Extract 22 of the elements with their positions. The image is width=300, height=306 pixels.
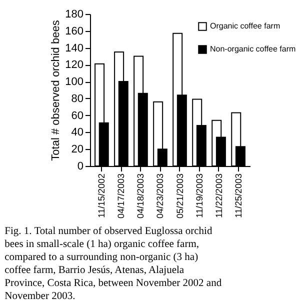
x-tick-label: 11/22/2003 [214,174,224,218]
legend-label: Non-organic coffee farm [210,44,296,54]
y-tick-label: 140 [65,42,84,54]
x-tick-label: 11/15/2002 [96,174,107,218]
y-tick-label: 120 [65,59,84,72]
x-tick-label: 04/23/2003 [155,174,166,219]
caption: Fig. 1. Total number of observed Euglossa orchid bees in small-scale (1 ha) organic coffee farm, compared to a surrounding non-organic (3 ha) coffee farm, Barrio Jesús, Atenas, Alajuela Province, Costa Rica, between November 2002 and November 2003. [4,226,222,302]
y-tick-label: 180 [65,8,84,20]
x-tick-label: 11/25/2003 [233,174,244,218]
y-axis-title: Total # observed orchid bees [50,20,62,161]
y-tick-label: 100 [65,76,84,88]
x-tick-label: 04/17/2003 [116,174,126,219]
y-tick-label: 60 [71,110,84,122]
x-tick-label: 04/18/2003 [136,174,146,219]
y-tick-label: 20 [71,144,84,156]
y-tick-label: 40 [71,126,84,139]
x-tick-label: 05/21/2003 [174,174,185,219]
x-tick-label: 11/19/2003 [194,174,204,218]
y-tick-label: 160 [65,25,84,38]
legend-label: Organic coffee farm [210,22,280,30]
y-tick-label: 80 [71,92,84,105]
y-tick-label: 0 [77,160,84,172]
